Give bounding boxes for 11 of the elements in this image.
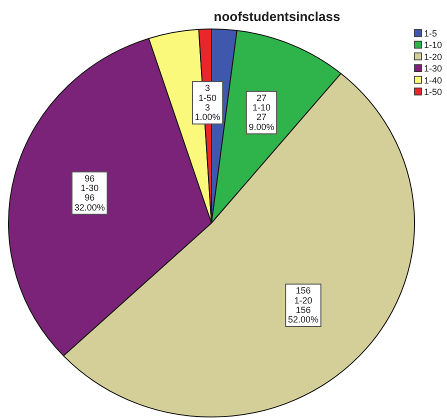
chart-title: noofstudentsinclass: [214, 9, 340, 24]
data-label: 156 1-20 156 52.00%: [288, 286, 319, 325]
data-label: 96 1-30 96 32.00%: [74, 173, 105, 212]
legend-label: 1-50: [424, 87, 442, 97]
legend-label: 1-10: [424, 40, 442, 50]
legend-label: 1-40: [424, 75, 442, 86]
data-label: 3 1-50 3 1.00%: [194, 83, 220, 122]
legend-label: 1-20: [424, 52, 442, 62]
legend-label: 1-30: [424, 64, 442, 74]
legend-label: 1-5: [424, 28, 438, 38]
data-label: 27 1-10 27 9.00%: [248, 93, 274, 132]
